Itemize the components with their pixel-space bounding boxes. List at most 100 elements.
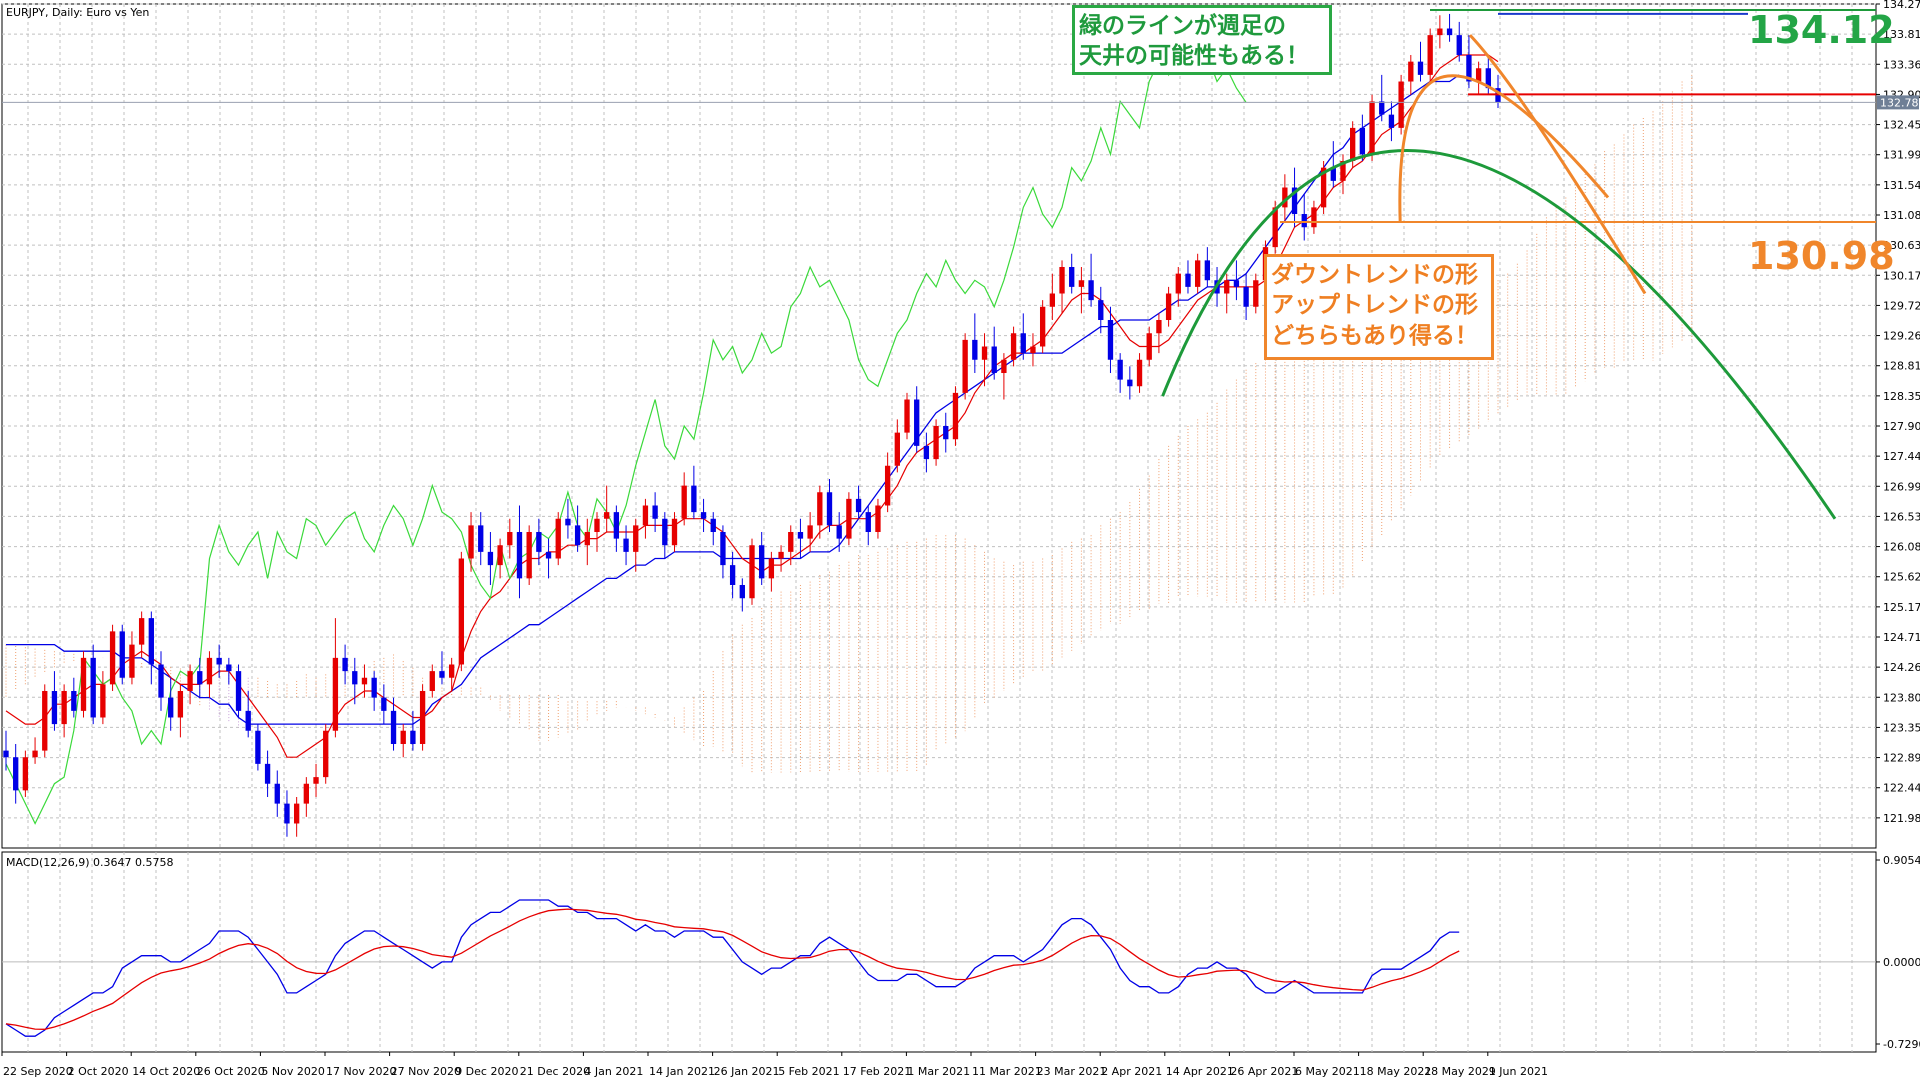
macd-panel <box>1 851 1877 1053</box>
candle-body <box>1224 280 1230 294</box>
price-tick-label: 134.270 <box>1883 0 1920 11</box>
candle <box>720 525 726 579</box>
candle <box>1330 141 1336 188</box>
orange-annotation-line-3: どちらもあり得る！ <box>1271 322 1478 349</box>
candle <box>652 492 658 532</box>
candle <box>371 671 377 711</box>
candle-body <box>264 763 271 784</box>
candle-body <box>691 485 697 513</box>
current-price-tag <box>1877 95 1919 110</box>
time-tick-label: 5 Feb 2021 <box>778 1065 839 1078</box>
candle-body <box>1117 359 1123 380</box>
candle <box>623 525 629 566</box>
candle-body <box>197 671 203 685</box>
candle-body <box>904 399 910 433</box>
candle-body <box>303 783 310 804</box>
candle <box>671 512 678 552</box>
candle <box>216 644 222 678</box>
candle-body <box>797 531 804 539</box>
price-tick-label: 132.450 <box>1883 119 1920 132</box>
price-tick-label: 123.350 <box>1883 721 1920 734</box>
candle-body <box>826 492 833 526</box>
candle-body <box>710 518 716 532</box>
candle <box>516 505 523 599</box>
price-axis: 134.270133.815133.360132.905132.450131.9… <box>1876 0 1920 825</box>
candle-body <box>1359 127 1366 155</box>
candle <box>1369 94 1375 162</box>
candle-body <box>371 677 377 698</box>
candle-body <box>671 518 678 546</box>
candle-body <box>1001 359 1007 374</box>
candle-body <box>245 710 251 731</box>
candle <box>807 512 813 552</box>
orange-annotation-line-2: アップトレンドの形 <box>1271 292 1478 319</box>
candle-body <box>565 518 571 526</box>
candle <box>381 684 387 725</box>
candle <box>1030 333 1036 367</box>
candle <box>468 512 474 572</box>
candle-body <box>206 657 213 685</box>
candle <box>565 498 571 539</box>
price-tick-label: 122.440 <box>1883 782 1920 795</box>
candle <box>536 518 542 566</box>
candle-body <box>1320 167 1327 208</box>
time-tick-label: 23 Mar 2021 <box>1037 1065 1107 1078</box>
candle-body <box>148 618 154 665</box>
candle-body <box>855 498 862 513</box>
candle-body <box>962 339 968 393</box>
candle-body <box>226 664 232 672</box>
candle <box>293 796 300 837</box>
candle-body <box>22 757 29 791</box>
candle <box>187 664 193 705</box>
candle-body <box>1204 260 1211 281</box>
price-tick-label: 131.540 <box>1883 179 1920 192</box>
candle-body <box>71 690 77 711</box>
candle-body <box>51 690 58 725</box>
candle <box>13 743 19 804</box>
candle-body <box>1146 333 1152 360</box>
candle <box>22 750 29 797</box>
candle-body <box>1098 300 1104 321</box>
candle <box>1224 273 1230 314</box>
candle <box>574 505 581 552</box>
price-tick-label: 131.085 <box>1883 209 1920 222</box>
candle-body <box>1088 280 1094 301</box>
candle-body <box>13 757 19 791</box>
candle <box>90 644 96 725</box>
candle <box>1340 154 1346 195</box>
candle <box>836 512 842 552</box>
time-tick-label: 28 May 2021 <box>1424 1065 1496 1078</box>
price-tick-label: 128.355 <box>1883 390 1920 403</box>
candle-body <box>1243 286 1249 307</box>
candle-body <box>1078 280 1085 287</box>
candle-body <box>681 485 687 519</box>
candle-body <box>749 545 755 599</box>
candle-body <box>604 512 610 519</box>
candle-body <box>109 631 116 685</box>
candle <box>497 538 503 579</box>
candle-body <box>1437 28 1443 36</box>
candle <box>1049 273 1056 321</box>
time-tick-label: 11 Mar 2021 <box>972 1065 1042 1078</box>
candle-body <box>216 657 222 665</box>
candle-body <box>1330 167 1336 181</box>
candle <box>158 651 164 711</box>
candle-body <box>1175 273 1181 294</box>
candle <box>1456 21 1462 62</box>
candle <box>138 611 145 658</box>
candle <box>1146 326 1152 367</box>
candle-body <box>1417 61 1424 75</box>
time-tick-label: 26 Oct 2020 <box>197 1065 265 1078</box>
candle <box>594 512 600 552</box>
candle-body <box>700 512 707 519</box>
candle <box>1117 353 1123 393</box>
price-tick-label: 122.895 <box>1883 752 1920 765</box>
candle <box>526 525 532 585</box>
candle-body <box>943 426 949 440</box>
price-tick-label: 121.985 <box>1883 812 1920 825</box>
candle-body <box>439 671 445 678</box>
candle <box>71 677 77 718</box>
candle <box>1311 200 1317 234</box>
